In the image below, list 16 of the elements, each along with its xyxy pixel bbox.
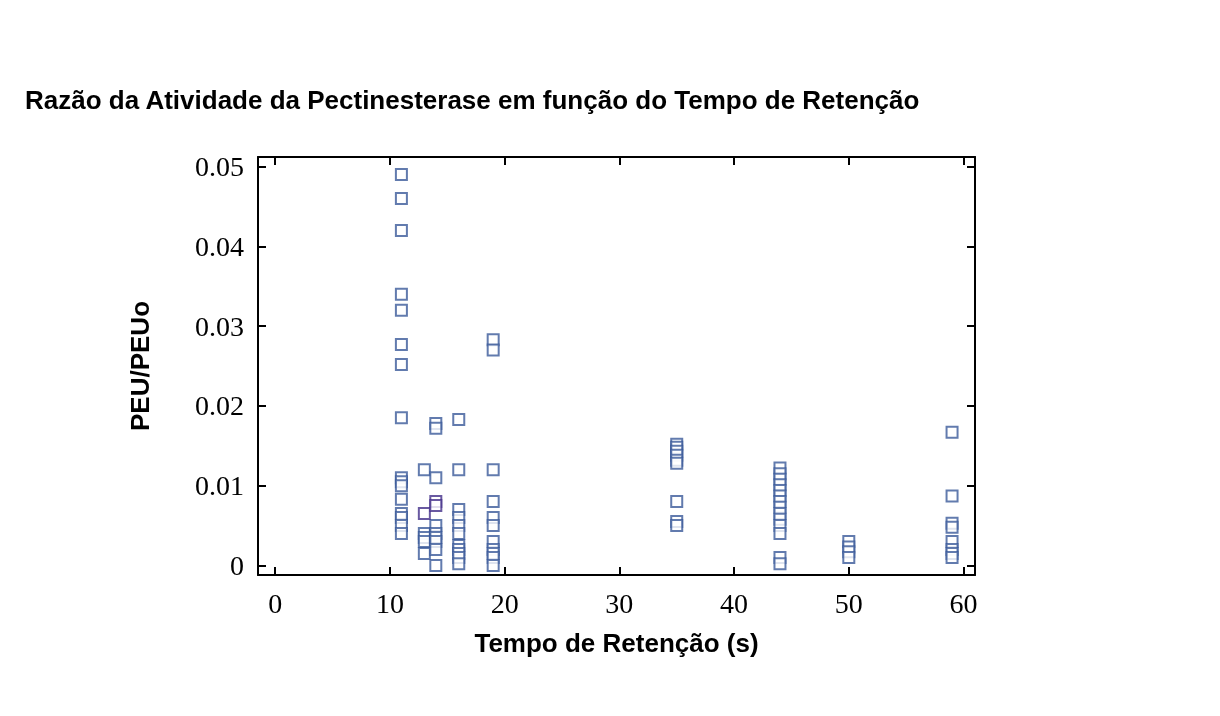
y-axis-title: PEU/PEUo bbox=[125, 300, 155, 432]
x-tick-label: 20 bbox=[490, 587, 519, 619]
y-tick-label: 0.05 bbox=[195, 151, 244, 183]
y-tick-label: 0.01 bbox=[195, 470, 244, 502]
x-axis-title: Tempo de Retenção (s) bbox=[474, 628, 759, 658]
x-tick-label: 0 bbox=[268, 587, 283, 619]
y-tick-label: 0 bbox=[230, 549, 244, 581]
chart-title: Razão da Atividade da Pectinesterase em função do Tempo de Retenção bbox=[25, 85, 920, 115]
x-tick-label: 10 bbox=[375, 587, 404, 619]
x-tick-label: 60 bbox=[949, 587, 978, 619]
y-tick-label: 0.03 bbox=[195, 310, 244, 342]
x-tick-label: 40 bbox=[720, 587, 749, 619]
y-tick-label: 0.04 bbox=[195, 230, 244, 262]
x-tick-label: 50 bbox=[834, 587, 863, 619]
y-tick-label: 0.02 bbox=[195, 390, 244, 422]
x-tick-label: 30 bbox=[605, 587, 634, 619]
